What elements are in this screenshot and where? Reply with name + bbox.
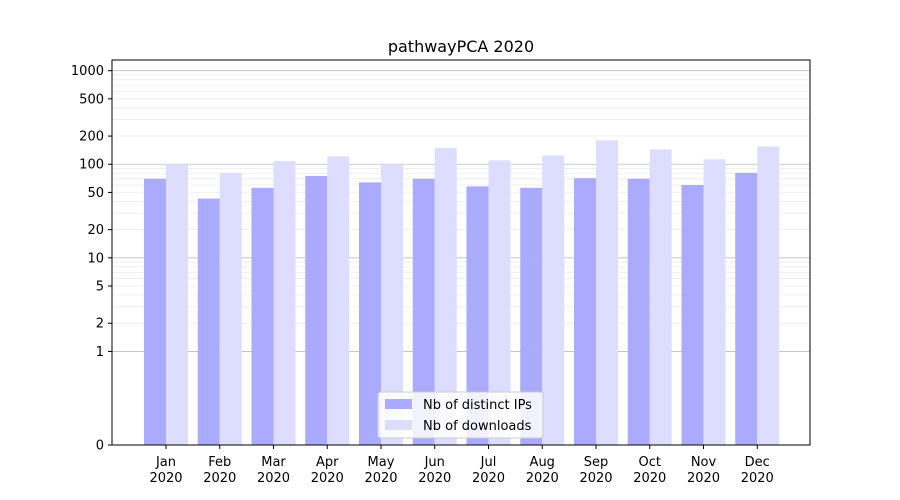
legend-label-downloads: Nb of downloads <box>423 419 532 434</box>
x-tick-label-year: 2020 <box>418 471 451 486</box>
x-tick-label-month: Nov <box>691 455 717 470</box>
x-tick-label-year: 2020 <box>203 471 236 486</box>
x-tick-label-month: Mar <box>261 455 286 470</box>
legend-box <box>377 391 544 439</box>
bar-ips-mar <box>251 187 274 445</box>
x-tick-label-year: 2020 <box>579 471 612 486</box>
x-tick-label-year: 2020 <box>526 471 559 486</box>
bar-ips-feb <box>197 198 220 445</box>
bar-ips-apr <box>305 175 328 445</box>
bar-downloads-jul <box>488 160 511 445</box>
x-tick-label-year: 2020 <box>149 471 182 486</box>
bars <box>144 140 780 446</box>
bar-ips-may <box>359 182 381 445</box>
x-tick-label-month: Oct <box>639 455 661 470</box>
legend-label-ips: Nb of distinct IPs <box>423 398 532 413</box>
y-tick-label: 2 <box>96 317 104 332</box>
bar-downloads-oct <box>649 149 672 445</box>
y-tick-label: 500 <box>79 92 104 107</box>
bar-ips-aug <box>520 187 543 445</box>
bar-ips-jul <box>466 186 489 445</box>
x-tick-label-year: 2020 <box>257 471 290 486</box>
y-tick-label: 5 <box>96 280 104 295</box>
bar-ips-sep <box>574 178 596 445</box>
x-tick-label-month: May <box>368 455 395 470</box>
bar-ips-oct <box>627 178 650 446</box>
x-tick-label-month: Sep <box>584 455 609 470</box>
x-tick-label-year: 2020 <box>364 471 397 486</box>
bar-downloads-nov <box>703 159 726 446</box>
bar-downloads-aug <box>542 155 565 445</box>
x-tick-label-month: Dec <box>745 455 770 470</box>
bar-downloads-mar <box>273 161 296 445</box>
axes: 01251020501002005001000Jan2020Feb2020Mar… <box>71 59 811 486</box>
bar-ips-nov <box>681 185 704 445</box>
y-tick-label: 20 <box>87 223 104 238</box>
y-tick-label: 1000 <box>71 64 104 79</box>
y-tick-label: 50 <box>87 186 104 201</box>
x-tick-label-year: 2020 <box>687 471 720 486</box>
y-tick-label: 200 <box>79 130 104 145</box>
chart-title: pathwayPCA 2020 <box>388 37 534 56</box>
bar-downloads-dec <box>757 146 780 446</box>
y-tick-label: 0 <box>96 439 104 454</box>
y-tick-label: 100 <box>79 158 104 173</box>
x-tick-label-year: 2020 <box>311 471 344 486</box>
bar-downloads-sep <box>596 140 618 445</box>
x-tick-label-month: Feb <box>208 455 231 470</box>
bar-ips-dec <box>735 172 758 445</box>
y-tick-label: 1 <box>96 345 104 360</box>
legend: Nb of distinct IPs Nb of downloads <box>377 391 544 439</box>
x-tick-label-month: Jul <box>480 455 497 470</box>
bar-downloads-jun <box>434 148 457 445</box>
bar-downloads-feb <box>219 172 242 445</box>
x-tick-label-month: Jun <box>424 455 445 470</box>
x-tick-label-year: 2020 <box>741 471 774 486</box>
x-tick-label-year: 2020 <box>472 471 505 486</box>
bar-downloads-apr <box>327 156 350 446</box>
bar-ips-jun <box>412 178 435 446</box>
x-tick-label-month: Apr <box>316 455 339 470</box>
y-tick-label: 10 <box>87 251 104 266</box>
legend-swatch-downloads <box>385 420 412 430</box>
legend-swatch-ips <box>385 399 412 409</box>
x-tick-label-month: Jan <box>155 455 176 470</box>
plot-frame <box>111 59 811 446</box>
bar-downloads-may <box>381 164 403 445</box>
x-tick-label-year: 2020 <box>633 471 666 486</box>
bar-downloads-jan <box>166 164 188 445</box>
bar-ips-jan <box>144 178 166 446</box>
x-tick-label-month: Aug <box>530 455 555 470</box>
